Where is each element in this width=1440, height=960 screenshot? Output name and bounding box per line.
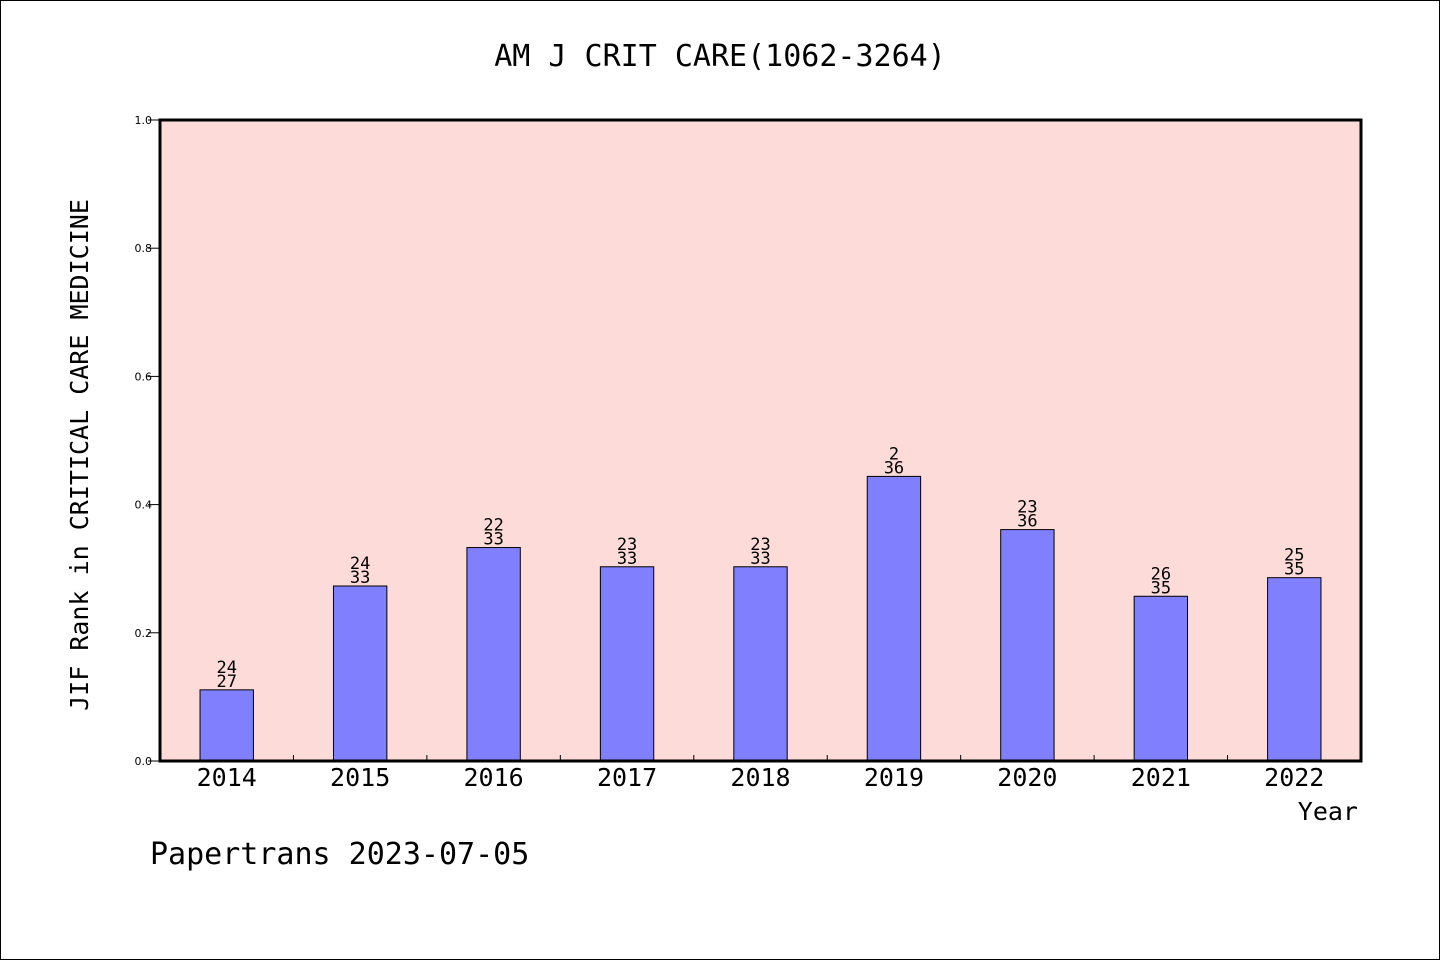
bar-2014 bbox=[199, 689, 254, 762]
x-tick-label: 2020 bbox=[997, 763, 1057, 792]
y-tick-label: 0.8 bbox=[135, 242, 153, 255]
x-tick-label: 2016 bbox=[464, 763, 524, 792]
y-tick-label: 0.4 bbox=[135, 499, 153, 512]
footer-watermark: Papertrans 2023-07-05 bbox=[150, 837, 529, 872]
data-label-total: 35 bbox=[1284, 560, 1304, 580]
data-label-rank: 23 bbox=[750, 535, 770, 555]
x-tick-label: 2019 bbox=[864, 763, 924, 792]
y-tick-label: 0.6 bbox=[135, 370, 153, 383]
x-axis-label: Year bbox=[1298, 797, 1358, 826]
data-label-total: 36 bbox=[884, 458, 904, 478]
y-tick-label: 1.0 bbox=[135, 114, 153, 127]
data-label-total: 27 bbox=[216, 672, 236, 692]
bar-2020 bbox=[1000, 529, 1055, 762]
x-tick-label: 2021 bbox=[1131, 763, 1191, 792]
bar-2017 bbox=[599, 566, 655, 762]
data-label-rank: 23 bbox=[1017, 498, 1037, 518]
bar-2018 bbox=[733, 566, 788, 762]
bar-2016 bbox=[466, 547, 521, 762]
data-label-total: 33 bbox=[350, 568, 370, 588]
data-label-total: 35 bbox=[1151, 578, 1171, 598]
y-tick-label: 0.2 bbox=[135, 627, 153, 640]
chart-title: AM J CRIT CARE(1062-3264) bbox=[494, 39, 946, 74]
x-tick-label: 2017 bbox=[597, 763, 657, 792]
data-label-rank: 24 bbox=[350, 554, 370, 574]
y-tick-label: 0.0 bbox=[135, 755, 153, 768]
bar-2022 bbox=[1267, 577, 1322, 762]
x-axis: 2014 2015 2016 2017 2018 2019 2020 2021 2022 bbox=[197, 755, 1324, 792]
x-tick-label: 2022 bbox=[1264, 763, 1324, 792]
x-tick-label: 2014 bbox=[197, 763, 257, 792]
y-axis-label: JIF Rank in CRITICAL CARE MEDICINE bbox=[65, 199, 94, 711]
data-label-total: 33 bbox=[750, 549, 770, 569]
x-tick-label: 2018 bbox=[730, 763, 790, 792]
data-label-rank: 2 bbox=[889, 444, 899, 464]
data-label-rank: 25 bbox=[1284, 546, 1304, 566]
bars bbox=[199, 475, 1322, 762]
plot-border bbox=[158, 118, 1363, 763]
data-label-rank: 23 bbox=[617, 535, 637, 555]
data-label-total: 36 bbox=[1017, 512, 1037, 532]
bar-2021 bbox=[1133, 595, 1189, 762]
data-label-total: 33 bbox=[617, 549, 637, 569]
y-axis: 0.0 0.2 0.4 0.6 0.8 1.0 bbox=[135, 114, 160, 768]
data-label-rank: 22 bbox=[483, 516, 503, 536]
data-label-total: 33 bbox=[483, 530, 503, 550]
data-label-rank: 26 bbox=[1151, 564, 1171, 584]
data-label-rank: 24 bbox=[216, 658, 236, 678]
x-tick-label: 2015 bbox=[330, 763, 390, 792]
bar-2019 bbox=[866, 475, 922, 762]
bar-2015 bbox=[332, 585, 388, 762]
